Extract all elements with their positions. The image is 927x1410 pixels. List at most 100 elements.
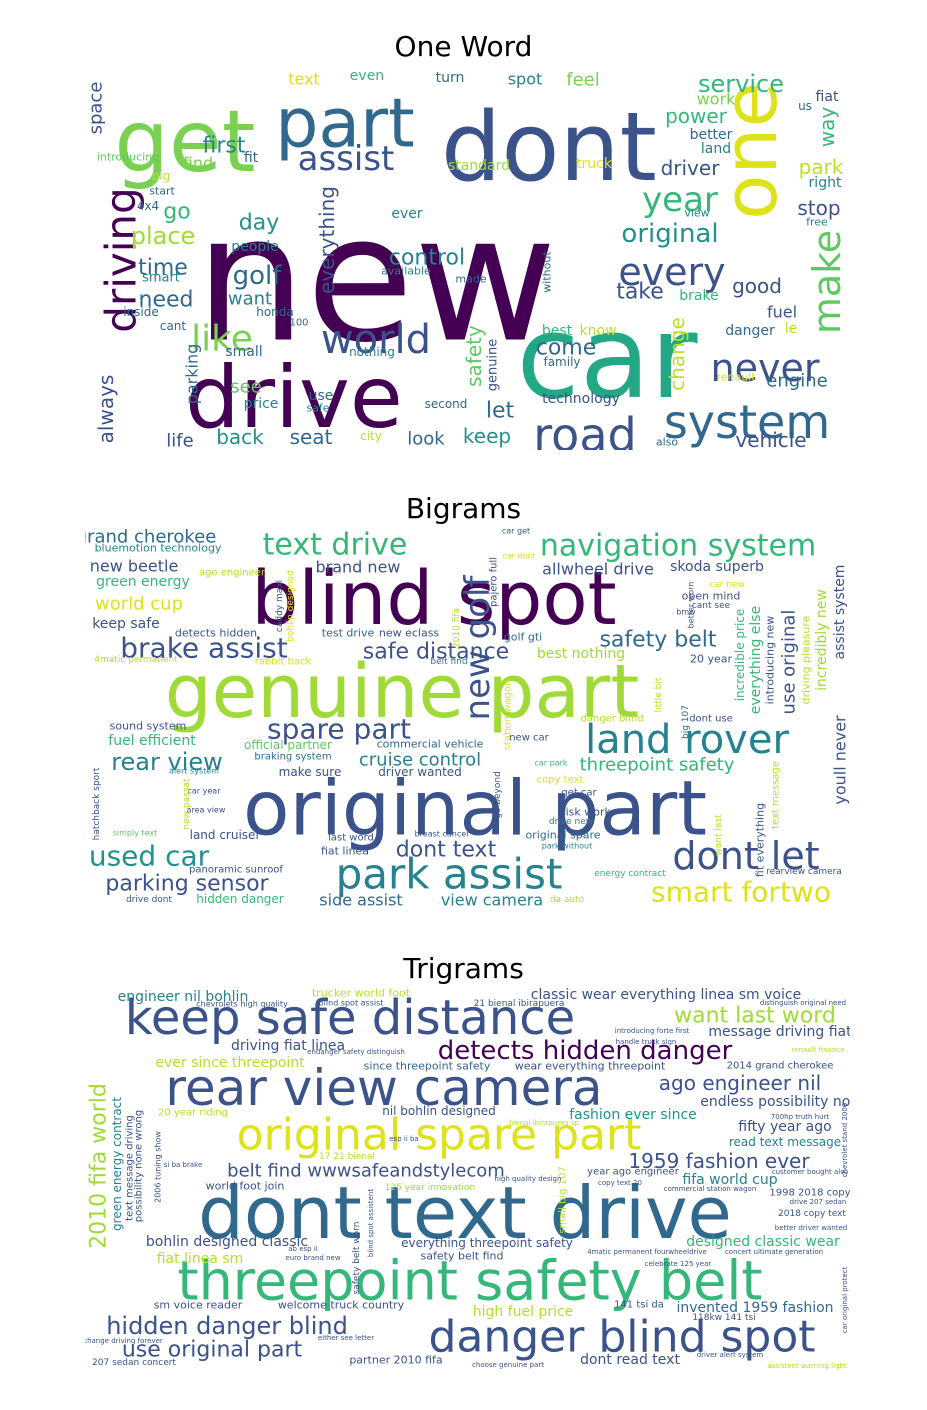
word-use-original: use original bbox=[779, 610, 800, 715]
word-energy-contract: energy contract bbox=[594, 869, 666, 879]
word-big: big bbox=[152, 169, 171, 183]
word-park-assist: park assist bbox=[336, 850, 563, 899]
word-1998-2018-copy: 1998 2018 copy bbox=[769, 1188, 850, 1199]
word-family: family bbox=[543, 355, 580, 369]
word-nothing: nothing bbox=[349, 345, 395, 359]
word-fifa-world-cup: fifa world cup bbox=[682, 1172, 777, 1188]
word-driver-wanted: driver wanted bbox=[378, 765, 462, 779]
word-keep: keep bbox=[463, 424, 511, 448]
word-used-car: used car bbox=[89, 840, 210, 873]
word-fuel: fuel bbox=[767, 303, 797, 322]
word-new-car: new car bbox=[509, 733, 549, 744]
word-commercial-vehicle: commercial vehicle bbox=[377, 738, 484, 751]
word-change: change bbox=[665, 317, 689, 391]
word-bmw: bmw bbox=[676, 608, 696, 617]
word-go-beyond: go beyond bbox=[493, 771, 503, 819]
word-view-camera: view camera bbox=[441, 891, 543, 910]
word-bohlin-designed-classic: bohlin designed classic bbox=[146, 1234, 308, 1250]
word-207-sedan-concert: 207 sedan concert bbox=[92, 1358, 176, 1368]
word-everything-threepoint-safety: everything threepoint safety bbox=[401, 1236, 573, 1250]
word-4x4: 4x4 bbox=[137, 199, 159, 213]
word-incredible-price: incredible price bbox=[733, 609, 747, 702]
word-commercial-station-wagon: commercial station wagon bbox=[664, 1185, 757, 1193]
word-seat: seat bbox=[290, 425, 333, 449]
word-honda: honda bbox=[256, 305, 294, 319]
word-drive: drive bbox=[185, 348, 403, 448]
word-never: never bbox=[711, 346, 820, 390]
word-want-last: want last bbox=[714, 814, 724, 856]
word-take: take bbox=[616, 280, 664, 305]
word-make-sure: make sure bbox=[279, 765, 342, 779]
word-new-beetle: new beetle bbox=[90, 557, 179, 576]
word-message-driving-fiat: message driving fiat bbox=[708, 1024, 850, 1040]
word-even: even bbox=[350, 68, 384, 84]
word-chevrolet-stand-2006: chevrolet stand 2006 bbox=[841, 1102, 849, 1177]
word-safety-belt-find: safety belt find bbox=[421, 1250, 504, 1263]
word-ago-engineer: ago engineer bbox=[199, 568, 266, 579]
word-park: park bbox=[799, 155, 844, 179]
word-driving-pleasure: driving pleasure bbox=[800, 615, 813, 704]
word-space: space bbox=[86, 82, 107, 135]
word-hidden-danger-blind: hidden danger blind bbox=[106, 1312, 348, 1340]
word-21-bienal-ibirapuera: 21 bienal ibirapuera bbox=[474, 999, 565, 1009]
word-last-word: last word bbox=[328, 833, 374, 844]
word-place: place bbox=[131, 222, 196, 250]
word-risk-work: risk work bbox=[561, 806, 611, 819]
wordcloud-one-word: new car dont drive get part one system road world… bbox=[85, 62, 850, 450]
word-customer-bought-also: customer bought also bbox=[772, 1168, 848, 1176]
word-danger-blind-spot: danger blind spot bbox=[428, 1312, 815, 1363]
word-dont-read-text: dont read text bbox=[580, 1352, 680, 1368]
word-choose-genuine-part: choose genuine part bbox=[472, 1361, 544, 1369]
word-park-without: park without bbox=[542, 842, 593, 851]
word-want-last-word: want last word bbox=[674, 1004, 836, 1029]
word-caddy-maxi: caddy maxi bbox=[275, 580, 285, 632]
word-parking-sensor: parking sensor bbox=[105, 872, 269, 897]
word-small: small bbox=[225, 344, 262, 360]
word-sm-voice-reader: sm voice reader bbox=[154, 1299, 243, 1312]
word-cant-see: cant see bbox=[692, 601, 731, 611]
word-need: need bbox=[139, 288, 194, 313]
word-handle-truck-sign: handle truck sign bbox=[616, 1038, 677, 1046]
word-car-park: car park bbox=[534, 759, 567, 768]
word-green-energy-contract: green energy contract bbox=[110, 1097, 124, 1231]
word-original: original bbox=[621, 219, 718, 249]
word-designed-classic-wear: designed classic wear bbox=[686, 1234, 840, 1250]
word-keep-safe-distance: keep safe distance bbox=[125, 990, 575, 1046]
word-come: come bbox=[536, 336, 597, 361]
word-welcome-truck-country: welcome truck country bbox=[278, 1299, 405, 1312]
word-stop: stop bbox=[797, 196, 840, 220]
word-know: know bbox=[580, 323, 617, 339]
word-bluemotion-technology: bluemotion technology bbox=[95, 542, 222, 555]
word-partner-2010-fifa: partner 2010 fifa bbox=[349, 1354, 442, 1367]
word-drive-dont: drive dont bbox=[126, 895, 173, 905]
word-endanger-safety-distinguish: endanger safety distinguish bbox=[307, 1048, 405, 1056]
word-esp-ii-ba: esp ii ba bbox=[389, 1135, 418, 1143]
word-test-drive: test drive bbox=[322, 627, 375, 640]
word-threepoint-safety: threepoint safety bbox=[580, 755, 735, 776]
word-danger: danger bbox=[725, 323, 775, 339]
word-hatchback-sport: hatchback sport bbox=[92, 767, 102, 840]
word-copy-text: copy text bbox=[537, 775, 584, 786]
word-official-partner: official partner bbox=[244, 738, 332, 752]
word-da-auto: da auto bbox=[550, 895, 585, 905]
word-start: start bbox=[149, 185, 175, 198]
word-bienal-ibirapuera-sp: bienal ibirapuera sp bbox=[509, 1119, 579, 1127]
word-either-see-letter: either see letter bbox=[318, 1334, 374, 1342]
word-brake-assist: brake assist bbox=[120, 632, 287, 665]
chart-title-bigrams: Bigrams bbox=[405, 492, 522, 525]
word-made: made bbox=[455, 273, 486, 286]
chart-title-one-word: One Word bbox=[394, 30, 533, 63]
word-service: service bbox=[698, 70, 784, 98]
word-text-drive: text drive bbox=[263, 528, 408, 563]
word-without: without bbox=[541, 251, 554, 293]
word-blind-spot: blind spot bbox=[251, 556, 616, 642]
word-concert-ultimate-generation: concert ultimate generation bbox=[725, 1248, 823, 1256]
word-keep-safe: keep safe bbox=[92, 616, 160, 632]
word-pajero-full: pajero full bbox=[489, 557, 500, 607]
word-area-view: area view bbox=[187, 806, 226, 815]
word-look: look bbox=[407, 429, 445, 450]
word-driver: driver bbox=[661, 156, 721, 180]
word-original-part: original part bbox=[243, 764, 707, 853]
word-go: go bbox=[163, 200, 190, 225]
